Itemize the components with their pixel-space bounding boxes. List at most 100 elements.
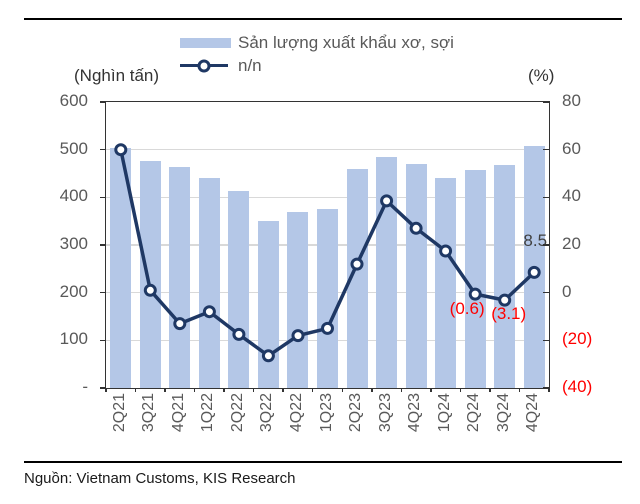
legend-label-bar-series: Sản lượng xuất khẩu xơ, sợi — [238, 33, 454, 52]
right-tick-(40): (40) — [562, 377, 593, 396]
chart-legend: Sản lượng xuất khẩu xơ, sợi n/n — [180, 31, 454, 77]
left-tick--: - — [82, 377, 88, 396]
bar-2Q23 — [346, 169, 368, 388]
data-label-4Q24: 8.5 — [523, 231, 548, 251]
bar-2Q21 — [110, 148, 132, 388]
left-tick-300: 300 — [59, 234, 88, 253]
x-tick-1Q24: 1Q24 — [435, 393, 453, 433]
line-point-2Q23 — [350, 257, 364, 271]
line-point-2Q22 — [232, 327, 246, 341]
line-point-2Q24 — [468, 287, 482, 301]
axis-tick — [400, 388, 403, 392]
line-point-4Q24 — [527, 265, 541, 279]
line-point-3Q24 — [498, 293, 512, 307]
line-point-1Q22 — [202, 305, 216, 319]
x-tick-1Q23: 1Q23 — [317, 393, 335, 433]
bar-3Q24 — [494, 165, 516, 388]
right-tick-60: 60 — [562, 138, 581, 158]
axis-tick — [193, 388, 196, 392]
bar-3Q22 — [257, 221, 279, 388]
axis-tick — [543, 148, 549, 151]
bar-1Q23 — [317, 209, 338, 388]
legend-item-bar-series: Sản lượng xuất khẩu xơ, sợi — [180, 31, 454, 54]
right-tick-(20): (20) — [562, 329, 593, 349]
axis-tick — [164, 388, 166, 392]
line-point-1Q23 — [321, 321, 334, 335]
axis-tick — [543, 387, 549, 389]
x-tick-4Q22: 4Q22 — [287, 393, 305, 433]
x-tick-1Q22: 1Q22 — [199, 393, 217, 433]
left-tick-600: 600 — [59, 91, 88, 110]
right-tick-40: 40 — [562, 186, 581, 206]
axis-tick — [341, 388, 344, 392]
top-divider — [24, 18, 622, 20]
plot-area: (0.6) (3.1) 8.5 — [100, 101, 550, 392]
axis-tick — [134, 388, 137, 392]
bar-4Q23 — [405, 164, 427, 388]
axis-tick — [100, 148, 106, 151]
axis-tick — [311, 388, 314, 392]
right-tick-0: 0 — [562, 281, 572, 301]
line-point-4Q21 — [173, 317, 187, 331]
axis-tick — [100, 244, 106, 246]
left-axis-unit-label: (Nghìn tấn) — [74, 66, 160, 85]
axis-tick — [282, 388, 284, 392]
data-label-3Q24: (3.1) — [491, 304, 527, 324]
bar-4Q22 — [287, 211, 309, 388]
axis-tick — [543, 244, 549, 246]
bar-3Q21 — [139, 160, 161, 388]
axis-tick — [489, 388, 491, 392]
x-tick-4Q21: 4Q21 — [169, 393, 187, 433]
x-tick-3Q22: 3Q22 — [258, 393, 276, 433]
line-series — [114, 143, 541, 363]
x-tick-3Q21: 3Q21 — [140, 393, 158, 433]
line-series-swatch-icon — [180, 59, 228, 72]
source-note: Nguồn: Vietnam Customs, KIS Research — [24, 470, 296, 487]
gridline — [106, 148, 549, 151]
x-tick-4Q23: 4Q23 — [406, 393, 424, 433]
axis-tick — [543, 339, 549, 342]
x-tick-2Q24: 2Q24 — [465, 393, 483, 433]
x-tick-3Q23: 3Q23 — [376, 393, 394, 433]
axis-tick — [100, 291, 106, 294]
left-tick-200: 200 — [59, 281, 88, 301]
axis-tick — [518, 388, 521, 392]
axis-tick — [223, 388, 225, 392]
line-point-3Q22 — [261, 349, 275, 363]
line-point-3Q23 — [380, 194, 394, 208]
left-tick-100: 100 — [59, 329, 88, 349]
line-point-4Q23 — [409, 221, 423, 235]
axis-tick — [543, 101, 549, 103]
gridline — [106, 196, 549, 199]
bottom-divider — [24, 461, 622, 463]
legend-label-line-series: n/n — [238, 56, 262, 75]
axis-tick — [252, 388, 255, 392]
x-tick-4Q24: 4Q24 — [524, 393, 542, 433]
line-point-4Q22 — [291, 329, 305, 343]
bar-1Q24 — [435, 178, 457, 388]
line-point-2Q21 — [114, 143, 128, 157]
right-axis-unit-label: (%) — [528, 66, 555, 85]
line-point-3Q21 — [143, 283, 157, 297]
x-tick-2Q21: 2Q21 — [110, 393, 128, 433]
axis-tick — [100, 339, 106, 342]
bar-series-swatch-icon — [180, 37, 231, 48]
right-tick-20: 20 — [562, 234, 581, 253]
axis-tick — [548, 388, 550, 392]
legend-item-line-series: n/n — [180, 54, 454, 77]
line-marker-icon — [197, 59, 211, 72]
axis-tick — [100, 196, 106, 199]
right-tick-80: 80 — [562, 91, 581, 110]
axis-tick — [430, 388, 432, 392]
axis-tick — [371, 388, 373, 392]
left-tick-400: 400 — [59, 186, 88, 206]
bar-1Q22 — [198, 177, 220, 388]
axis-tick — [100, 101, 106, 103]
line-point-1Q24 — [439, 244, 453, 258]
axis-tick — [543, 291, 549, 294]
x-tick-2Q22: 2Q22 — [228, 393, 246, 433]
x-tick-3Q24: 3Q24 — [494, 393, 512, 433]
axis-tick — [105, 388, 107, 392]
axis-tick — [459, 388, 462, 392]
axis-tick — [100, 387, 106, 389]
